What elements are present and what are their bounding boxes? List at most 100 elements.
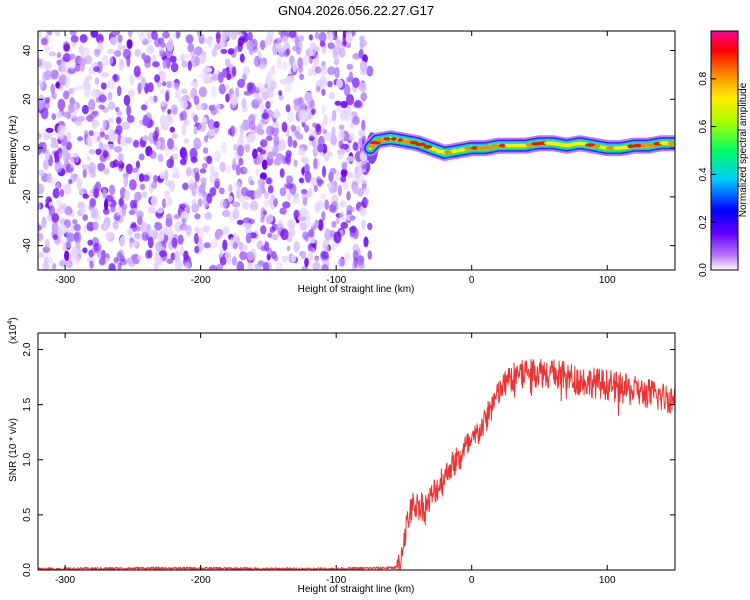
- snr-x-label: Height of straight line (km): [298, 584, 415, 595]
- noise-speckle: [182, 150, 188, 162]
- noise-speckle: [225, 165, 232, 173]
- noise-speckle: [211, 48, 218, 57]
- noise-speckle: [172, 33, 177, 39]
- noise-speckle: [336, 105, 343, 113]
- noise-speckle: [38, 225, 43, 231]
- ridge-peak: [525, 143, 533, 147]
- noise-speckle: [102, 150, 109, 158]
- noise-speckle: [133, 65, 141, 78]
- noise-speckle: [352, 77, 360, 88]
- noise-speckle: [114, 129, 120, 135]
- noise-speckle: [224, 58, 231, 67]
- noise-speckle: [319, 40, 326, 48]
- noise-speckle: [144, 59, 151, 69]
- noise-speckle: [103, 207, 110, 215]
- noise-speckle: [308, 34, 313, 41]
- noise-speckle: [346, 63, 354, 70]
- noise-speckle: [320, 121, 325, 134]
- noise-speckle: [256, 82, 265, 91]
- noise-speckle: [332, 109, 337, 122]
- noise-speckle: [157, 65, 162, 76]
- y-tick-label: 0: [22, 145, 33, 151]
- noise-speckle: [352, 244, 360, 253]
- noise-speckle: [338, 129, 345, 142]
- noise-speckle: [357, 187, 364, 197]
- noise-speckle: [327, 80, 333, 88]
- noise-speckle: [43, 46, 51, 51]
- noise-speckle: [278, 31, 286, 36]
- noise-speckle: [235, 164, 241, 176]
- noise-speckle: [133, 139, 140, 148]
- noise-speckle: [346, 76, 355, 83]
- noise-speckle: [90, 88, 98, 99]
- noise-speckle: [38, 58, 43, 68]
- noise-speckle: [136, 210, 144, 219]
- spectrogram-x-label: Height of straight line (km): [298, 284, 415, 295]
- ridge-peak: [451, 149, 459, 153]
- noise-speckle: [272, 121, 280, 129]
- ridge-peak: [570, 142, 583, 146]
- noise-speckle: [249, 200, 259, 211]
- noise-speckle: [327, 66, 336, 75]
- noise-speckle: [288, 227, 296, 238]
- noise-speckle: [282, 201, 291, 209]
- noise-speckle: [279, 78, 288, 85]
- snr-y-multiplier: (x104): [7, 317, 19, 344]
- noise-speckle: [128, 209, 135, 216]
- noise-speckle: [52, 234, 59, 240]
- noise-speckle: [125, 163, 133, 175]
- snr-y-label: SNR (10 * v/v): [8, 418, 19, 482]
- noise-speckle: [275, 261, 283, 270]
- noise-speckle: [210, 187, 217, 197]
- noise-speckle: [298, 177, 305, 184]
- noise-speckle: [112, 31, 121, 36]
- noise-speckle: [110, 205, 116, 213]
- noise-speckle: [79, 63, 85, 72]
- noise-speckle: [129, 179, 137, 191]
- noise-speckle: [315, 124, 322, 136]
- noise-speckle: [227, 48, 235, 55]
- noise-speckle: [174, 221, 183, 233]
- noise-speckle: [82, 193, 90, 199]
- noise-speckle: [200, 177, 207, 184]
- noise-speckle: [126, 104, 131, 117]
- noise-speckle: [354, 172, 360, 178]
- noise-speckle: [141, 191, 148, 199]
- noise-speckle: [69, 53, 76, 60]
- noise-speckle: [107, 48, 115, 55]
- noise-speckle: [261, 159, 268, 170]
- noise-speckle: [109, 36, 117, 45]
- ridge-peak: [423, 145, 433, 149]
- noise-speckle: [159, 114, 167, 127]
- noise-speckle: [127, 31, 133, 38]
- noise-speckle: [279, 207, 287, 215]
- noise-speckle: [246, 40, 254, 51]
- noise-speckle: [216, 103, 221, 111]
- noise-speckle: [114, 146, 123, 153]
- noise-speckle: [39, 94, 44, 103]
- noise-speckle: [245, 232, 252, 244]
- x-tick-label: 100: [599, 275, 616, 286]
- noise-speckle: [163, 226, 169, 236]
- x-tick-label: 0: [469, 575, 475, 586]
- noise-speckle: [253, 55, 261, 67]
- noise-speckle: [138, 33, 146, 42]
- noise-speckle: [134, 191, 142, 202]
- noise-speckle: [327, 31, 334, 42]
- noise-speckle: [235, 181, 242, 193]
- noise-speckle: [181, 59, 188, 68]
- noise-speckle: [242, 73, 247, 82]
- noise-speckle: [38, 183, 45, 195]
- noise-speckle: [160, 88, 166, 95]
- noise-speckle: [166, 158, 174, 169]
- noise-speckle: [154, 222, 163, 231]
- noise-speckle: [267, 86, 275, 98]
- noise-speckle: [42, 261, 50, 270]
- noise-speckle: [83, 224, 88, 235]
- colorbar-tick-label: 0.8: [698, 71, 709, 85]
- noise-speckle: [40, 37, 48, 46]
- noise-speckle: [74, 234, 80, 242]
- noise-speckle: [206, 193, 213, 204]
- noise-speckle: [346, 172, 354, 179]
- noise-speckle: [79, 189, 84, 197]
